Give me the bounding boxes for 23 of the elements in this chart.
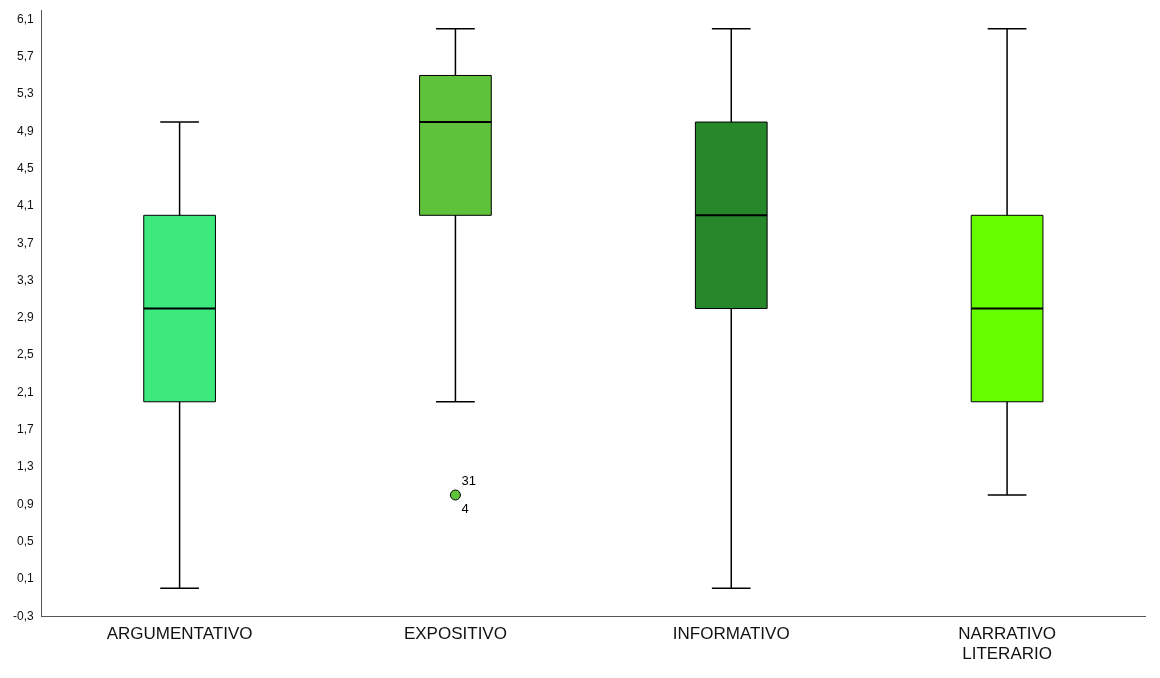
y-tick-label: 2,5 — [16, 347, 34, 362]
y-tick-label: 1,7 — [16, 422, 34, 437]
y-tick-label: 0,1 — [16, 571, 34, 586]
annotation: 31 — [461, 472, 476, 488]
y-tick-label: 0,5 — [16, 533, 34, 548]
y-tick-label: 5,3 — [16, 86, 34, 101]
y-tick-label: 6,1 — [16, 11, 34, 26]
y-tick-label: 4,9 — [16, 123, 34, 138]
y-tick-label: 0,9 — [16, 496, 34, 511]
y-tick-label: 2,9 — [16, 310, 34, 325]
y-tick-label: 4,5 — [16, 161, 34, 175]
y-tick-label: -0,3 — [12, 608, 34, 623]
y-tick-label: 4,1 — [16, 198, 34, 213]
y-tick-label: 3,7 — [16, 235, 34, 250]
x-tick-label: INFORMATIVO — [672, 624, 790, 644]
y-tick-label: 1,3 — [16, 459, 34, 474]
x-tick-label: NARRATIVO LITERARIO — [958, 624, 1057, 664]
y-tick-label: 2,1 — [16, 384, 34, 399]
y-tick-label: 3,3 — [16, 272, 34, 287]
annotation: 4 — [461, 500, 469, 516]
x-tick-label: ARGUMENTATIVO — [106, 624, 253, 644]
x-tick-label: EXPOSITIVO — [403, 624, 507, 644]
y-tick-label: 5,7 — [16, 49, 34, 64]
